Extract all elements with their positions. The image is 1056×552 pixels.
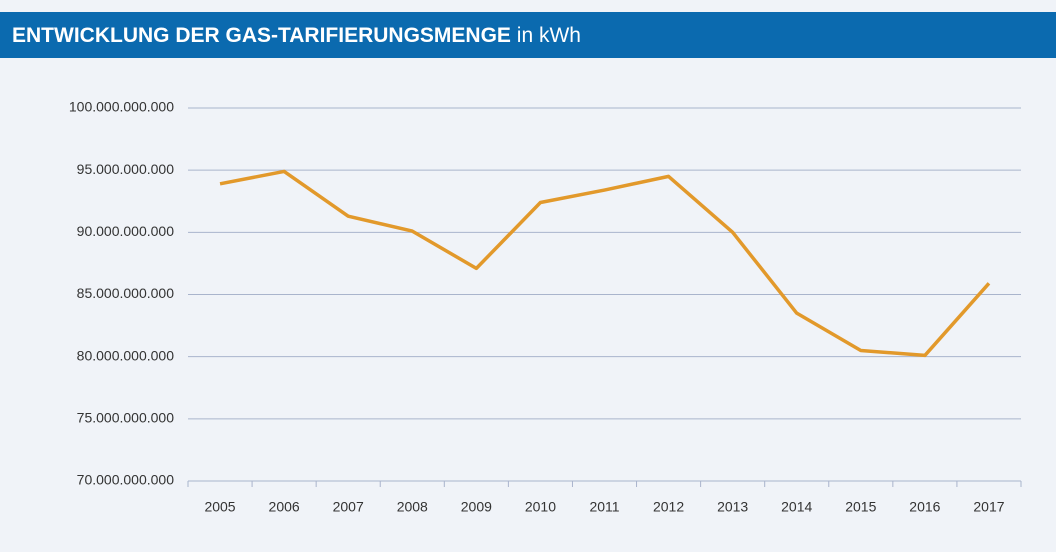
x-tick-label: 2011 xyxy=(589,499,619,515)
chart-subtitle: in kWh xyxy=(517,24,581,47)
x-tick-label: 2014 xyxy=(781,499,812,515)
chart-title: ENTWICKLUNG DER GAS-TARIFIERUNGSMENGE xyxy=(12,24,511,47)
x-tick-label: 2017 xyxy=(973,499,1004,515)
y-tick-label: 100.000.000.000 xyxy=(69,99,174,115)
x-tick-label: 2015 xyxy=(845,499,876,515)
header-bar xyxy=(0,12,1056,58)
x-tick-label: 2013 xyxy=(717,499,748,515)
x-tick-label: 2008 xyxy=(397,499,428,515)
y-tick-label: 85.000.000.000 xyxy=(77,285,175,301)
x-tick-label: 2009 xyxy=(461,499,492,515)
x-tick-label: 2006 xyxy=(269,499,300,515)
y-tick-label: 70.000.000.000 xyxy=(77,472,175,488)
x-tick-label: 2016 xyxy=(909,499,940,515)
x-tick-label: 2012 xyxy=(653,499,684,515)
x-tick-label: 2010 xyxy=(525,499,556,515)
y-tick-label: 95.000.000.000 xyxy=(77,161,175,177)
x-tick-label: 2007 xyxy=(333,499,364,515)
x-tick-label: 2005 xyxy=(204,499,235,515)
header-text: ENTWICKLUNG DER GAS-TARIFIERUNGSMENGE in… xyxy=(12,24,581,47)
y-tick-label: 75.000.000.000 xyxy=(77,410,175,426)
y-tick-label: 80.000.000.000 xyxy=(77,347,175,363)
y-tick-label: 90.000.000.000 xyxy=(77,223,175,239)
data-line xyxy=(219,169,991,358)
